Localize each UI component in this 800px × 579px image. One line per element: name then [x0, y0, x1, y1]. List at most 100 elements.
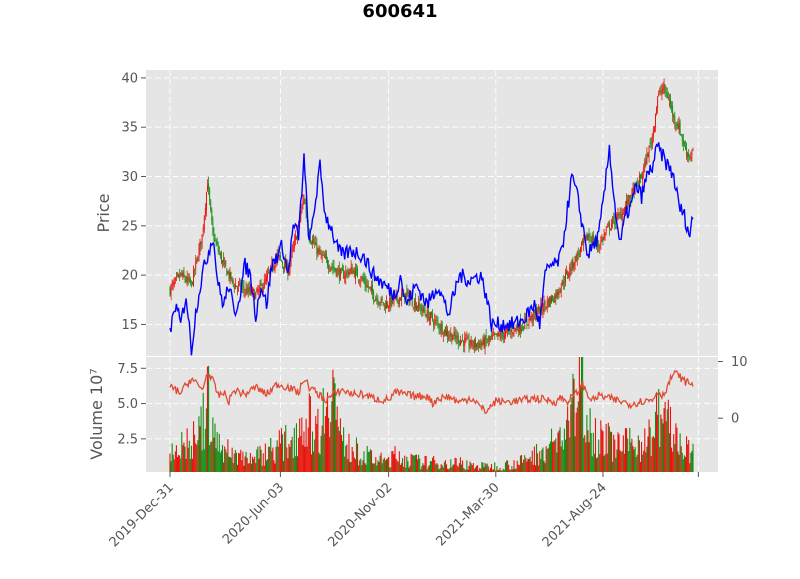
volume-bar [519, 455, 522, 472]
candle-body [232, 279, 234, 283]
candle-body [657, 98, 659, 108]
volume-bar [650, 456, 652, 472]
volume-bar [387, 458, 389, 472]
volume-bar [366, 445, 368, 472]
candle-body [401, 293, 402, 301]
candle-body [551, 296, 552, 303]
candle-body [577, 253, 579, 255]
x-tick-label: 2021-Aug-24 [540, 480, 610, 550]
candle-body [303, 198, 305, 201]
volume-bar [233, 453, 235, 472]
candle-body [284, 261, 286, 271]
volume-bar [333, 377, 335, 472]
candle-body [615, 222, 617, 224]
candle-body [358, 279, 360, 281]
volume-bar [538, 465, 540, 472]
candle-body [314, 242, 316, 245]
volume-bar [284, 431, 286, 472]
candle-body [405, 292, 407, 302]
candle-body [661, 89, 663, 94]
candle-body [546, 300, 548, 308]
candle-body [182, 272, 184, 278]
volume-bar [243, 465, 245, 472]
volume-bar [692, 443, 694, 472]
candle-body [189, 278, 191, 284]
candle-body [326, 254, 327, 259]
candle-body [456, 335, 458, 339]
volume-bar [667, 399, 669, 472]
volume-bar [326, 392, 329, 472]
candle-body [492, 335, 494, 338]
volume-bar [572, 373, 574, 472]
candle-body [239, 282, 241, 284]
candle-body [217, 246, 219, 252]
volume-bar [367, 451, 369, 472]
volume-bar [623, 453, 625, 472]
volume-bar [204, 428, 206, 472]
candle-body [185, 279, 187, 282]
candle-body [678, 122, 680, 131]
volume-bar [257, 446, 259, 472]
candle-body [327, 259, 328, 266]
candle-body [195, 261, 197, 269]
volume-bar [318, 452, 320, 472]
volume-bar [544, 463, 546, 472]
candle-body [315, 242, 317, 246]
candle-body [321, 255, 323, 257]
volume-secondary-line [169, 369, 694, 414]
candle-body [423, 308, 425, 312]
candle-body [477, 342, 479, 345]
candle-body [673, 114, 675, 118]
volume-bar [594, 418, 597, 472]
candle-body [311, 243, 312, 245]
candle-body [643, 166, 645, 174]
volume-bar [627, 438, 629, 472]
candle-body [257, 290, 259, 292]
candle-body [347, 272, 349, 276]
volume-bar [602, 431, 604, 472]
candle-body [273, 266, 275, 270]
candle-body [334, 268, 336, 271]
candle-body [685, 145, 686, 150]
candle-body [539, 306, 541, 314]
candle-body [397, 299, 399, 304]
volume-bar [300, 435, 302, 472]
candle-body [174, 277, 176, 281]
candle-body [526, 318, 528, 324]
volume-bar [240, 449, 242, 472]
volume-bar [565, 419, 568, 472]
volume-bar [457, 466, 459, 472]
candle-body [335, 268, 337, 276]
candle-body [630, 199, 632, 201]
candle-body [305, 202, 307, 214]
candle-body [604, 233, 606, 236]
volume-bar [278, 430, 280, 472]
candle-body [567, 272, 569, 276]
candle-body [234, 284, 236, 289]
volume-bar [462, 460, 464, 472]
volume-bar [643, 450, 645, 472]
candle-body [226, 268, 228, 276]
volume-bar [485, 464, 487, 472]
candle-body [248, 287, 250, 292]
volume-bar [276, 440, 278, 472]
volume-bar [266, 459, 269, 472]
volume-bar [513, 460, 515, 472]
volume-bar [220, 450, 222, 472]
volume-bar [549, 441, 552, 472]
candle-body [606, 225, 608, 228]
volume-bar [269, 446, 271, 472]
candle-body [256, 288, 258, 292]
candle-body [230, 272, 232, 281]
candle-body [428, 317, 430, 321]
candle-body [514, 328, 516, 330]
volume-bar [541, 449, 543, 472]
volume-bar [663, 408, 665, 472]
volume-bar [467, 469, 469, 472]
candle-body [369, 286, 371, 288]
x-tick-label: 2020-Jun-03 [220, 480, 287, 547]
candle-body [578, 252, 580, 254]
candle-body [365, 282, 367, 288]
volume-bar [174, 451, 176, 472]
candle-body [497, 332, 499, 336]
